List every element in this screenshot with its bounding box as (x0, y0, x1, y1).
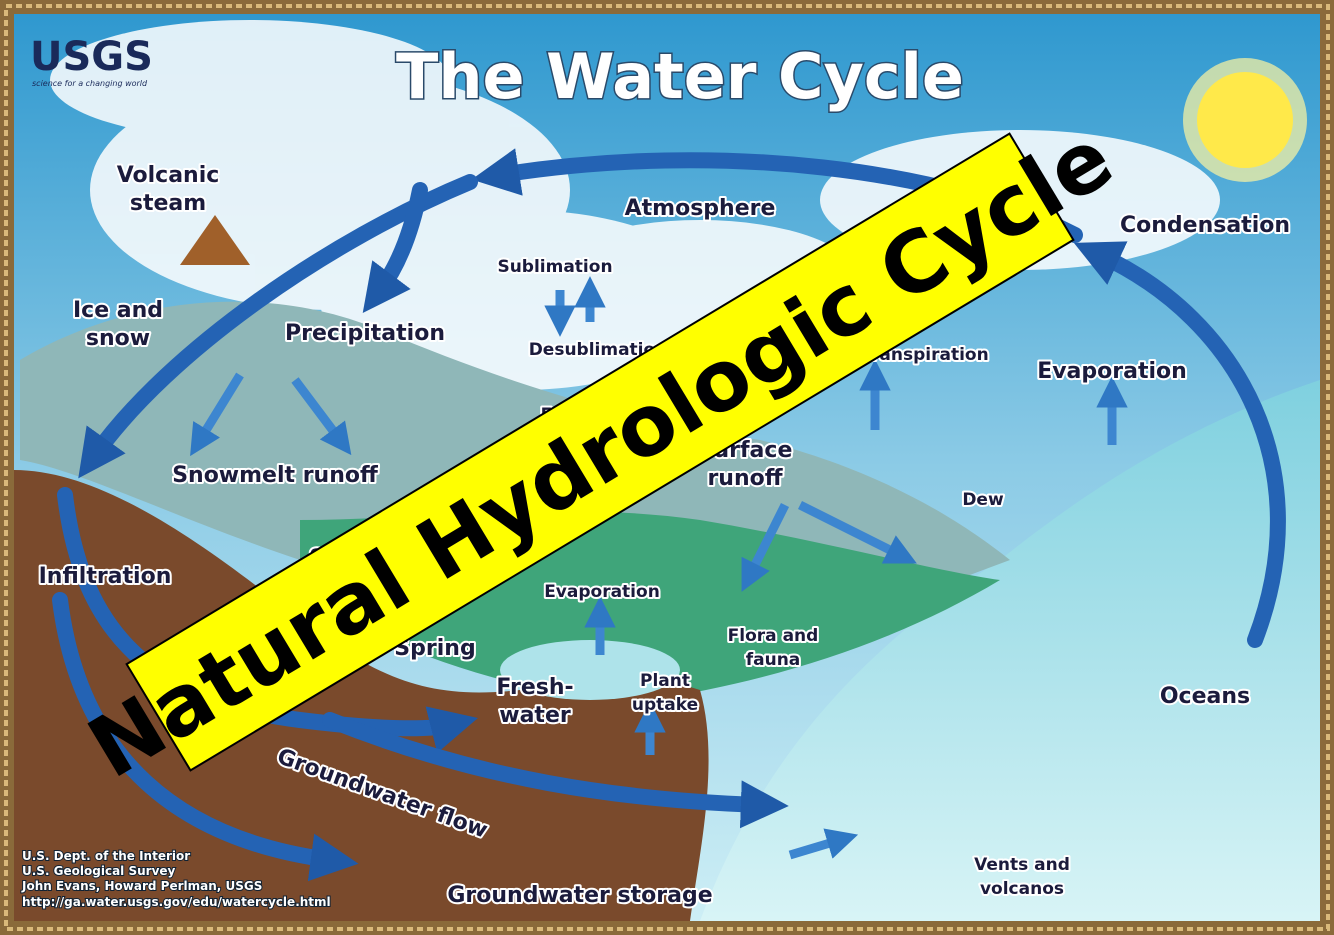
arrow (788, 828, 859, 860)
arrow (741, 502, 790, 592)
sun (1183, 58, 1307, 182)
label: water (499, 703, 571, 728)
logo-tagline: science for a changing world (32, 79, 148, 88)
label: volcanos (980, 879, 1064, 899)
ocean (700, 380, 1320, 921)
label: fauna (746, 650, 801, 670)
arrow (362, 182, 428, 314)
frame-pattern (4, 4, 1330, 931)
arrow (291, 377, 352, 456)
label: Flora and (728, 626, 819, 646)
label: Dew (962, 490, 1004, 510)
title: The Water Cycle (396, 40, 964, 113)
credit-line: http://ga.water.usgs.gov/edu/watercycle.… (22, 895, 331, 909)
label: Evaporation (544, 582, 660, 602)
arrow (52, 592, 359, 882)
label: Sublimation (497, 257, 612, 277)
arrow (322, 712, 789, 829)
lake (500, 640, 680, 700)
credits: U.S. Dept. of the Interior U.S. Geologic… (20, 848, 332, 910)
arrow (190, 372, 244, 457)
label: uptake (632, 695, 698, 715)
arrow (1073, 241, 1286, 648)
label: Plant (640, 671, 690, 691)
arrow (797, 500, 917, 564)
label: steam (130, 191, 206, 216)
label: Oceans (1160, 684, 1250, 709)
label: Fresh- (496, 675, 573, 700)
credit-line: U.S. Geological Survey (22, 864, 176, 878)
label: Precipitation (285, 321, 445, 346)
credit-line: U.S. Dept. of the Interior (22, 849, 190, 863)
volcano (180, 215, 250, 265)
label: Atmosphere (625, 196, 776, 221)
label: Groundwater storage (447, 883, 712, 908)
banner-box (125, 132, 1075, 772)
label: Condensation (1120, 213, 1290, 238)
credit-line: John Evans, Howard Perlman, USGS (21, 879, 262, 893)
label: Vents and (974, 855, 1070, 875)
label: Evaporation (1037, 359, 1187, 384)
logo: USGS (30, 34, 153, 80)
label: runoff (707, 466, 783, 491)
label: Snowmelt runoff (172, 463, 379, 488)
label: Ice and (73, 298, 163, 323)
label: Volcanic (117, 163, 220, 188)
label: snow (86, 326, 150, 351)
label: Infiltration (39, 564, 172, 589)
